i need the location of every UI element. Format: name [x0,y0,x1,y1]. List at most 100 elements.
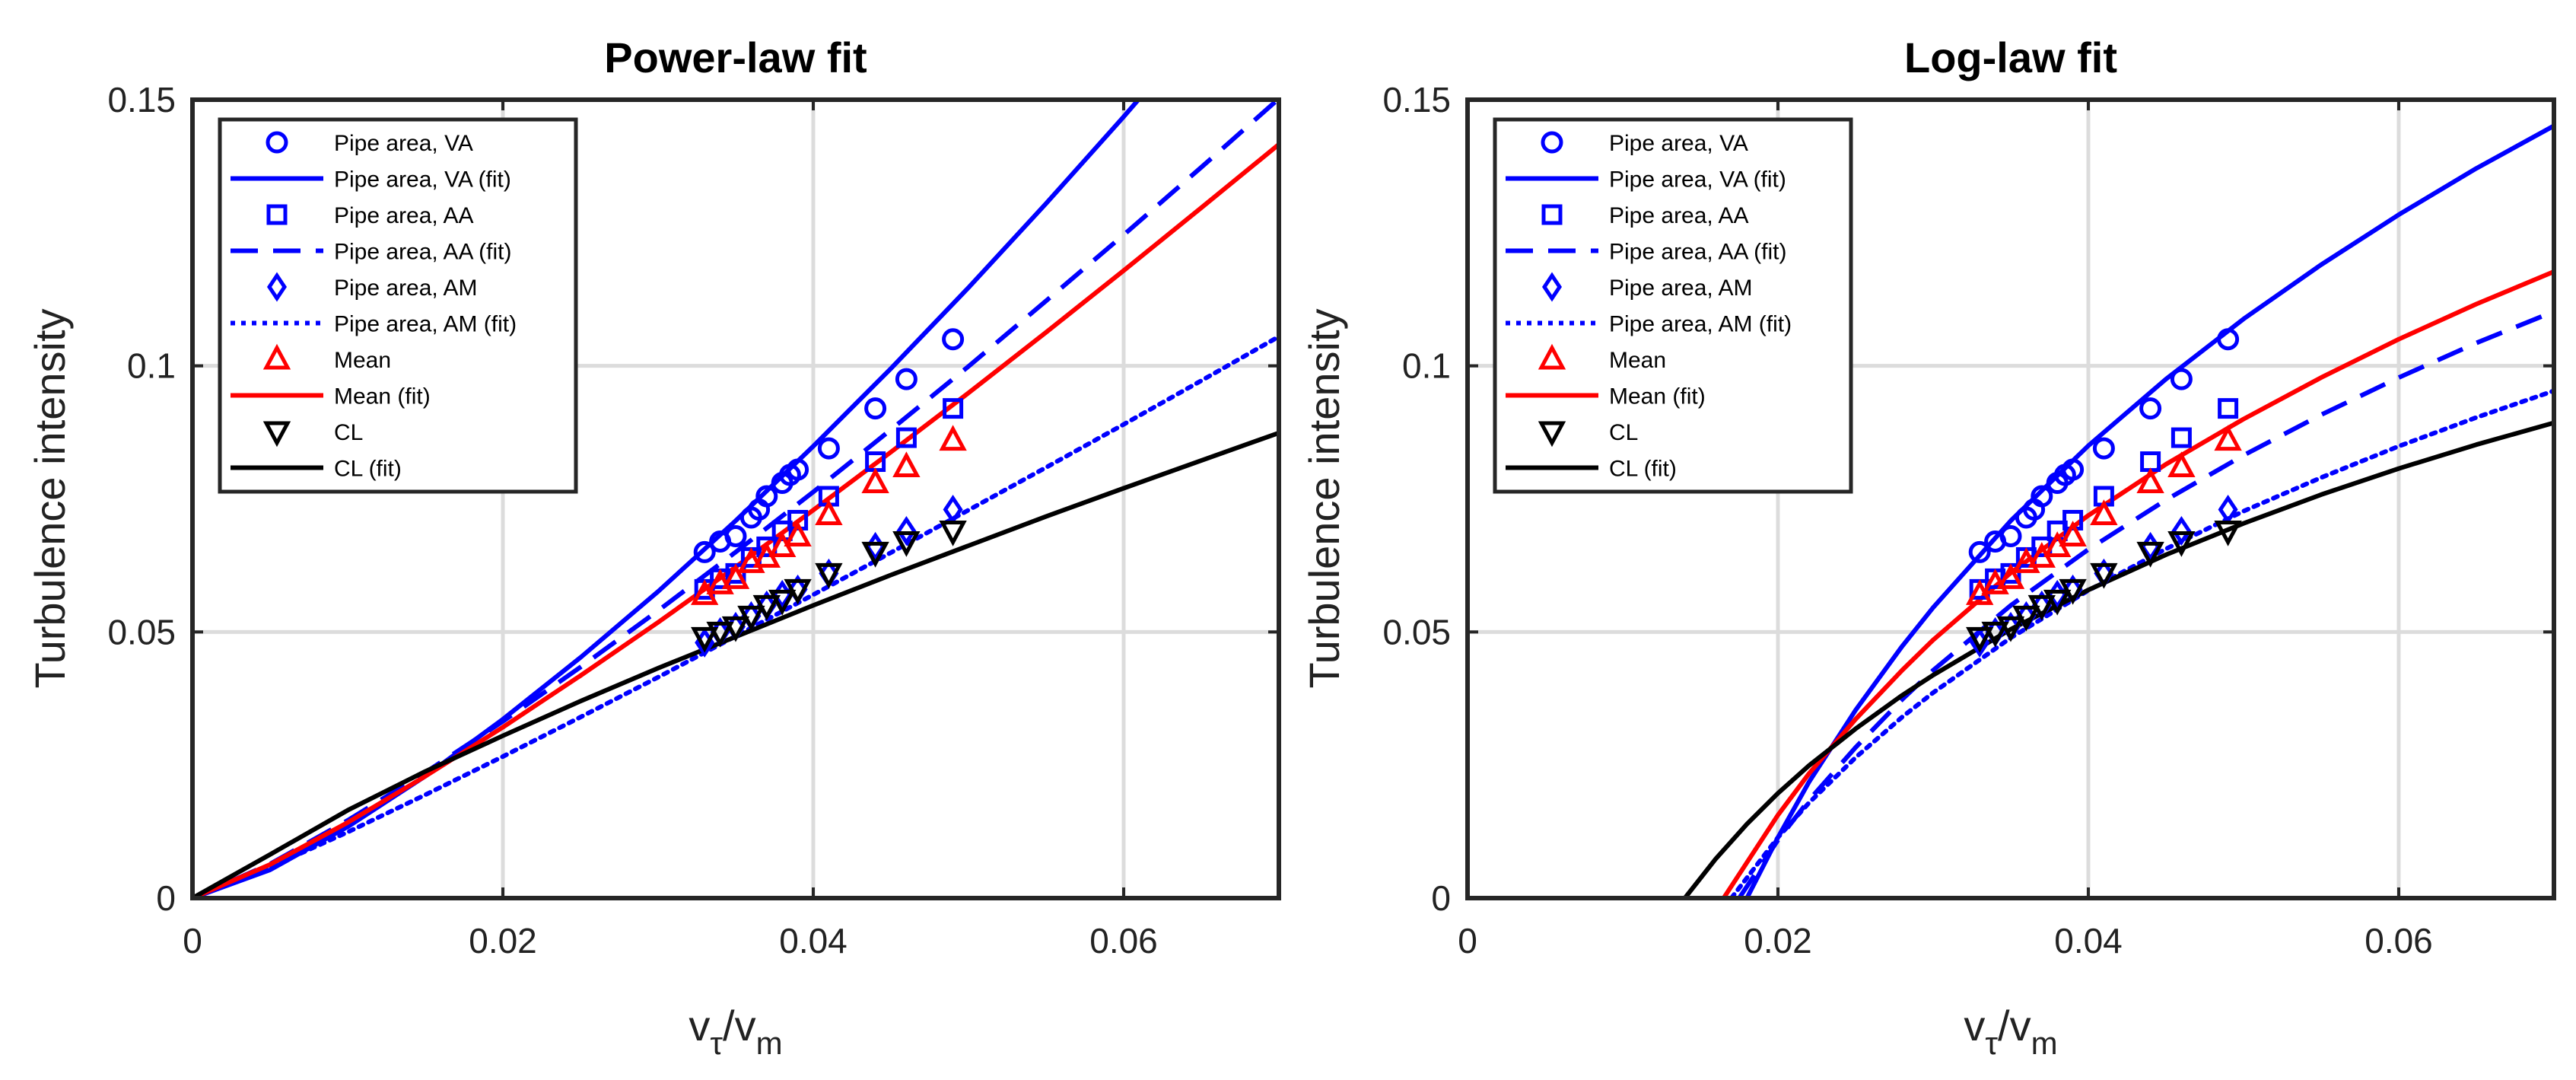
data-point-pipe-area-va [2170,368,2193,390]
data-point-mean [892,451,921,478]
data-point-cl [752,594,781,621]
x-tick-label: 0 [1458,921,1477,961]
data-point-pipe-area-va [2092,437,2115,460]
data-point-cl [939,520,967,546]
data-point-cl [1996,616,2025,642]
x-label-slash-v: /v [723,1002,756,1050]
data-point-pipe-area-am [896,515,917,546]
y-axis-label: Turbulence intensity [26,308,74,688]
x-label-slash-v: /v [1998,1002,2031,1050]
data-point-pipe-area-va [895,368,918,390]
data-point-cl [2059,578,2087,605]
data-point-pipe-area-aa [895,427,917,448]
panel-title: Power-law fit [604,33,867,81]
legend-marker-pipe-area-va [266,131,288,154]
legend-label: CL (fit) [334,457,402,482]
data-point-mean [721,563,750,589]
y-tick-label: 0.1 [127,346,176,386]
legend-box [1493,117,1853,494]
y-tick-label: 0.15 [107,80,176,119]
legend-label: Pipe area, AA (fit) [334,240,511,265]
x-tick-label: 0 [183,921,202,961]
data-point-pipe-area-va [755,485,778,508]
legend-label: Pipe area, AA (fit) [1609,240,1786,265]
power-law-panel: Power-law fit 0 0.02 0.04 0.0600.050.10.15 … [26,33,1281,1061]
legend-label: Pipe area, AM (fit) [1609,312,1792,337]
x-tick-label: 0.04 [779,921,848,961]
data-point-cl [2012,605,2040,632]
data-point-mean [815,499,843,525]
legend-marker-pipe-area-am [266,272,288,302]
data-point-pipe-area-va [2031,485,2053,508]
data-point-mean [2090,499,2118,525]
x-label-sub-tau: τ [1985,1025,1998,1061]
data-point-cl [1966,626,1994,653]
data-point-mean [2214,425,2242,451]
legend-label: Pipe area, AM [1609,276,1752,301]
legend-label: Mean [334,348,391,373]
legend-label: Pipe area, VA (fit) [1609,167,1786,193]
data-point-cl [815,562,843,589]
data-point-mean [1996,563,2025,589]
data-point-cl [2136,541,2164,568]
legend-label: Pipe area, VA [334,131,473,156]
x-label-sub-tau: τ [710,1025,723,1061]
data-point-pipe-area-va [864,397,887,420]
fit-line-pipe-area-am-fit [192,334,1279,898]
data-point-cl [2214,520,2242,546]
series-layer [1683,123,2554,898]
legend-marker-pipe-area-aa [266,204,288,225]
fit-line-cl-fit [1683,420,2554,898]
x-tick-label: 0.04 [2054,921,2123,961]
y-tick-label: 0 [156,878,176,918]
x-tick-label: 0.06 [1089,921,1158,961]
legend-label: Pipe area, AM [334,276,477,301]
data-point-pipe-area-aa [943,398,964,419]
data-point-pipe-area-va [2139,397,2162,420]
legend-box [218,117,578,494]
data-point-pipe-area-va [724,524,747,547]
series-layer [192,100,1279,898]
legend-label: CL (fit) [1609,457,1677,482]
legend-marker-mean [1538,343,1566,370]
data-point-pipe-area-va [2217,328,2240,351]
legend-marker-pipe-area-aa [1541,204,1563,225]
legend-label: Pipe area, AA [1609,203,1748,228]
legend-label: Mean [1609,348,1666,373]
legend-marker-cl [1538,421,1566,448]
data-point-mean [861,467,889,494]
data-point-cl [2043,589,2072,616]
x-label-sub-m: m [756,1025,783,1061]
data-point-mean [2059,521,2087,546]
x-label-v: v [689,1002,710,1050]
legend-label: Pipe area, AM (fit) [334,312,517,337]
data-point-pipe-area-aa [2171,427,2192,448]
legend-label: Pipe area, VA (fit) [334,167,511,193]
x-label-v: v [1964,1002,1985,1050]
data-point-cl [768,589,797,616]
fit-line-pipe-area-aa-fit [192,100,1279,898]
data-point-mean [2167,451,2196,478]
panel-title: Log-law fit [1904,33,2117,81]
legend-label: Mean (fit) [334,384,431,409]
x-axis-label: vτ/vm [1964,1002,2057,1061]
data-point-pipe-area-am [2171,515,2192,546]
legend-label: CL [334,420,363,445]
y-tick-label: 0 [1431,878,1451,918]
data-point-cl [2027,594,2056,621]
data-point-mean [784,521,812,546]
data-point-cl [721,616,750,642]
axes-frame [190,97,1281,900]
data-point-cl [2090,562,2118,589]
axes-frame [1465,97,2556,900]
data-point-pipe-area-va [787,458,809,481]
data-point-cl [861,541,889,568]
tick-labels: 0 0.02 0.04 0.06 0 0.05 0.1 0.15 [107,80,1279,961]
legend-label: Pipe area, AA [334,203,473,228]
legend-marker-pipe-area-va [1541,131,1563,154]
data-point-pipe-area-aa [2218,398,2239,419]
legend-label: Mean (fit) [1609,384,1706,409]
data-point-cl [892,530,921,557]
y-axis-label: Turbulence intensity [1300,308,1348,688]
